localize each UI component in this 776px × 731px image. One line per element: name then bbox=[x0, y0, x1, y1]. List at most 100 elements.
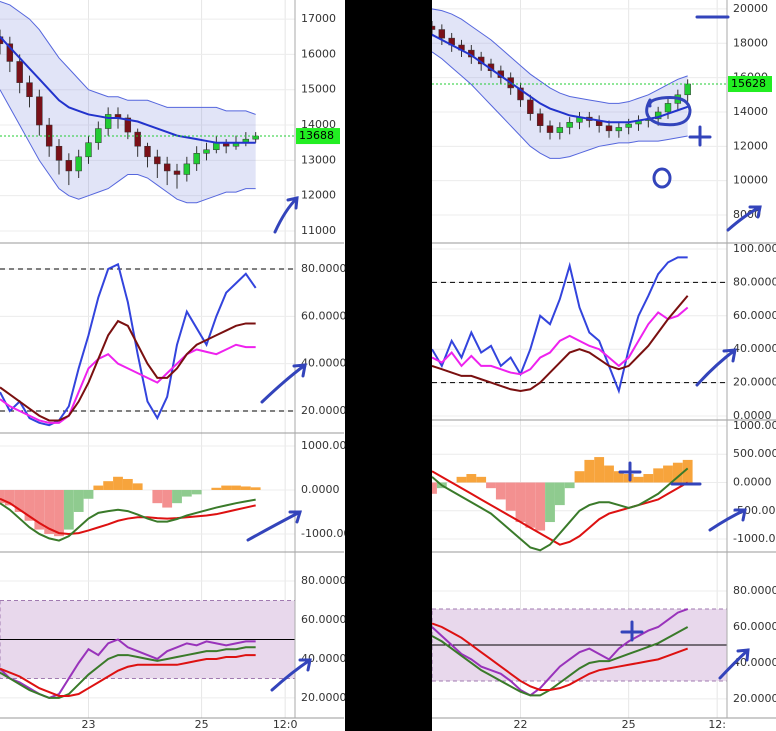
x-tick-label: 22 bbox=[514, 718, 528, 731]
panel bbox=[432, 8, 727, 216]
annotation-arrow bbox=[718, 648, 750, 680]
annotation-plus bbox=[620, 620, 644, 642]
histogram-bar bbox=[653, 468, 664, 483]
series-line bbox=[432, 626, 689, 697]
y-tick-label: 60.0000 bbox=[733, 620, 776, 633]
histogram-bar bbox=[113, 476, 123, 490]
bollinger-lower bbox=[432, 51, 688, 159]
y-tick-label: 60.0000 bbox=[301, 309, 347, 322]
histogram-bar bbox=[456, 476, 467, 483]
panel bbox=[432, 248, 727, 417]
y-tick-label: 500.0000 bbox=[733, 447, 776, 460]
y-tick-label: -1000.0000 bbox=[733, 532, 776, 545]
series-line bbox=[0, 498, 256, 542]
histogram-bar bbox=[672, 462, 683, 483]
x-tick-label: 25 bbox=[195, 718, 209, 731]
histogram-bar bbox=[584, 459, 595, 483]
histogram-bar bbox=[162, 489, 173, 508]
last-price-tag bbox=[296, 128, 340, 145]
histogram-bar bbox=[466, 474, 477, 483]
histogram-bar bbox=[24, 489, 35, 521]
histogram-bar bbox=[54, 489, 64, 537]
annotation-arrow bbox=[246, 510, 303, 542]
candle-body bbox=[26, 82, 33, 98]
x-tick-label: 25 bbox=[622, 718, 636, 731]
histogram-bar bbox=[594, 457, 605, 483]
histogram-bar bbox=[211, 487, 222, 490]
y-tick-label: 10000 bbox=[733, 174, 768, 187]
candle-body bbox=[16, 61, 23, 83]
annotation-arrow bbox=[273, 196, 299, 234]
series-line bbox=[432, 467, 689, 552]
series-line bbox=[432, 608, 689, 697]
divider-strip bbox=[345, 0, 432, 731]
histogram-bar bbox=[495, 482, 506, 500]
histogram-bar bbox=[643, 474, 654, 483]
y-tick-label: 20000 bbox=[733, 2, 768, 15]
y-tick-label: 14000 bbox=[733, 105, 768, 118]
histogram-bar bbox=[103, 481, 114, 490]
bollinger-fill bbox=[0, 1, 256, 203]
candle-body bbox=[124, 117, 132, 133]
candle-body bbox=[625, 123, 632, 128]
histogram-bar bbox=[535, 482, 546, 531]
candle-body bbox=[664, 103, 672, 113]
candle-body bbox=[6, 43, 14, 62]
annotation-arrow bbox=[708, 508, 747, 532]
y-tick-label: 80.0000 bbox=[733, 275, 776, 288]
histogram-bar bbox=[682, 459, 693, 483]
y-tick-label: 17000 bbox=[301, 12, 336, 25]
y-tick-label: 0.0000 bbox=[733, 409, 772, 422]
candle-body bbox=[252, 135, 259, 140]
histogram-bar bbox=[613, 471, 624, 483]
panel bbox=[0, 580, 295, 700]
y-tick-label: 15000 bbox=[301, 83, 336, 96]
x-tick-label: 12:0 bbox=[273, 718, 298, 731]
y-tick-label: 20.0000 bbox=[301, 404, 347, 417]
candle-body bbox=[183, 163, 191, 175]
candle-body bbox=[213, 142, 220, 151]
y-tick-label: 80.0000 bbox=[301, 262, 347, 275]
candle-body bbox=[432, 25, 436, 30]
bollinger-fill bbox=[432, 8, 688, 159]
y-tick-label: 40.0000 bbox=[301, 357, 347, 370]
histogram-bar bbox=[432, 482, 437, 494]
candle-body bbox=[527, 99, 534, 114]
y-tick-label: 60.0000 bbox=[733, 309, 776, 322]
histogram-bar bbox=[476, 476, 487, 483]
series-line bbox=[432, 470, 689, 546]
histogram-bar bbox=[122, 478, 133, 490]
panel bbox=[0, 262, 295, 427]
candle-body bbox=[55, 145, 63, 161]
histogram-bar bbox=[63, 489, 74, 530]
last-price-label: 13688 bbox=[299, 129, 334, 142]
y-tick-label: 11000 bbox=[301, 224, 336, 237]
annotation-circle bbox=[652, 167, 672, 189]
y-tick-label: -1000.000 bbox=[301, 527, 357, 540]
x-tick-label: 12: bbox=[708, 718, 726, 731]
annotation-arrow bbox=[726, 205, 762, 232]
histogram-bar bbox=[73, 489, 84, 512]
candle-body bbox=[65, 160, 73, 172]
series-line bbox=[0, 319, 256, 422]
histogram-bar bbox=[181, 489, 192, 497]
series-line bbox=[0, 262, 257, 427]
series-line bbox=[432, 256, 688, 395]
series-line bbox=[0, 36, 256, 144]
bollinger-lower bbox=[0, 89, 256, 204]
histogram-bar bbox=[221, 485, 232, 490]
candle-body bbox=[154, 156, 161, 165]
candle-body bbox=[615, 127, 623, 132]
histogram-bar bbox=[505, 482, 516, 511]
y-tick-label: 40.0000 bbox=[733, 656, 776, 669]
histogram-bar bbox=[564, 482, 575, 489]
annotation-arrow bbox=[260, 363, 307, 404]
y-tick-label: 18000 bbox=[733, 36, 768, 49]
y-tick-label: 60.0000 bbox=[301, 613, 347, 626]
y-tick-label: 1000.000 bbox=[301, 439, 354, 452]
y-tick-label: 20.0000 bbox=[733, 692, 776, 705]
histogram-bar bbox=[191, 489, 202, 495]
